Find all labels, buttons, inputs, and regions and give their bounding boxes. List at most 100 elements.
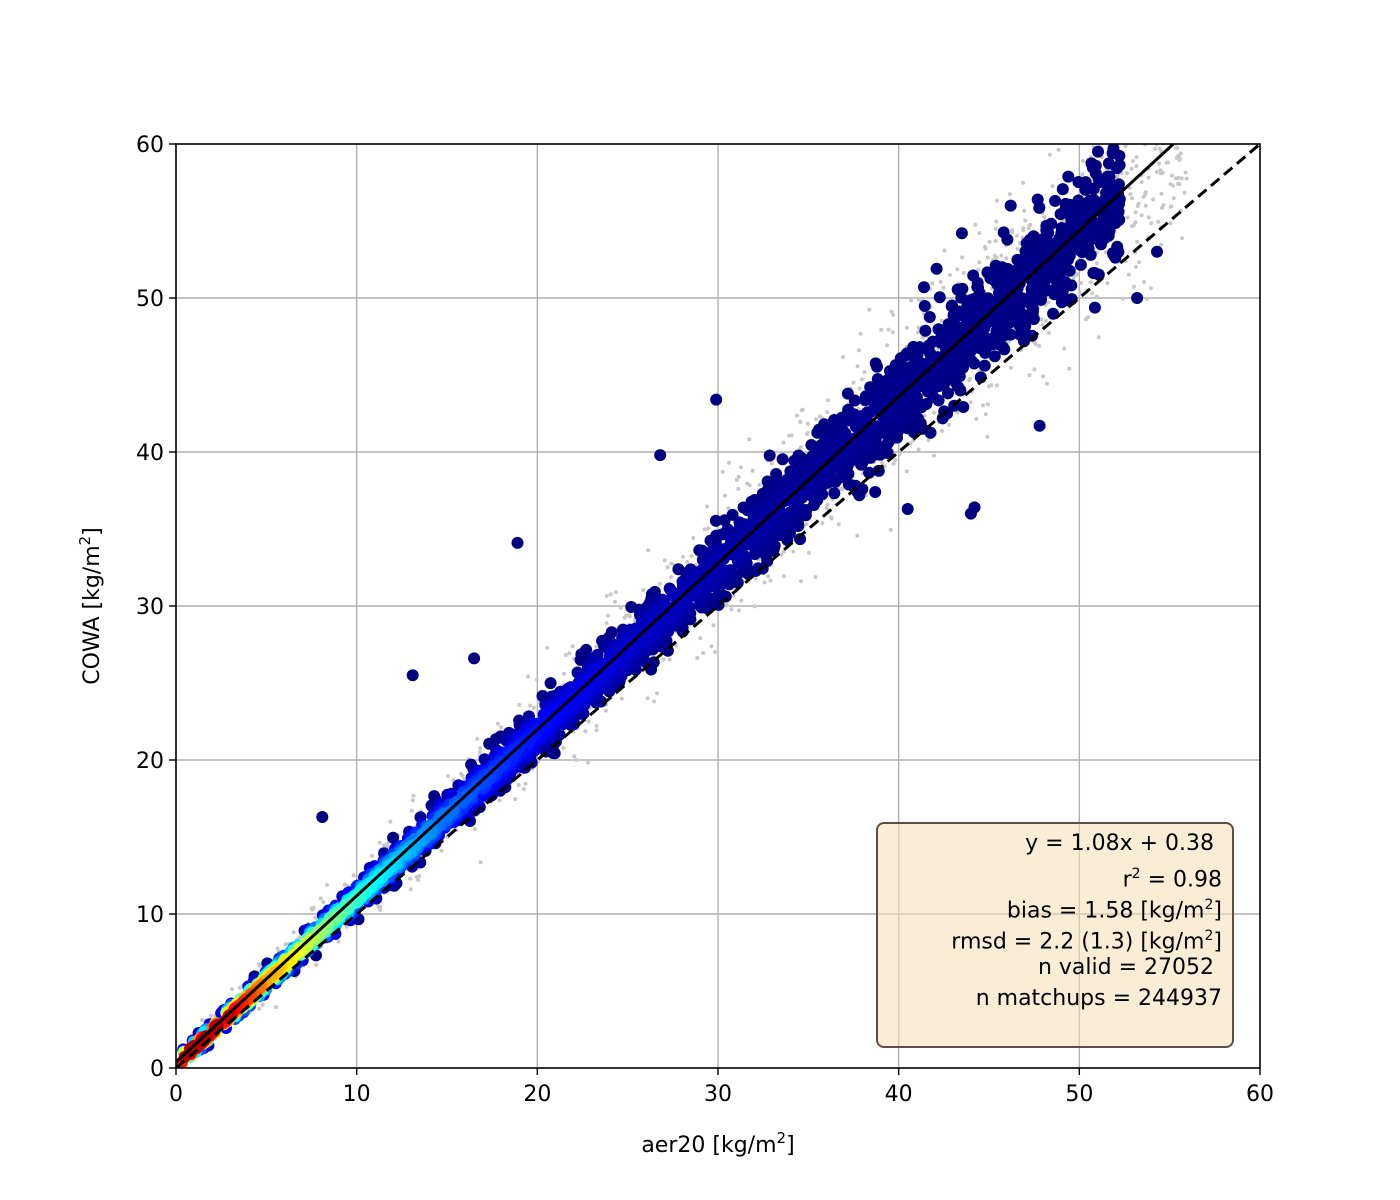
background-point — [946, 422, 951, 427]
y-tick-label: 40 — [136, 441, 164, 466]
background-point — [1130, 196, 1134, 201]
background-point — [1075, 272, 1080, 277]
background-point — [669, 575, 674, 580]
background-point — [986, 384, 991, 389]
n-valid: n valid = 27052 — [1037, 955, 1214, 980]
background-point — [1096, 131, 1100, 135]
background-point — [983, 412, 988, 417]
background-point — [800, 407, 805, 412]
outlier-point — [316, 811, 329, 823]
data-point — [387, 831, 400, 844]
background-point — [941, 285, 946, 290]
background-point — [794, 413, 799, 418]
background-point — [257, 963, 262, 968]
background-point — [652, 699, 656, 704]
background-point — [1133, 210, 1138, 215]
x-tick-label: 20 — [523, 1082, 551, 1107]
background-point — [916, 447, 921, 452]
outlier-point — [918, 281, 930, 294]
background-point — [604, 593, 609, 598]
background-point — [955, 410, 960, 415]
background-point — [274, 1005, 278, 1010]
background-point — [841, 355, 845, 359]
background-point — [409, 808, 414, 813]
background-point — [1125, 171, 1129, 176]
background-point — [1008, 365, 1013, 370]
background-point — [939, 429, 944, 433]
background-point — [862, 370, 867, 375]
data-point — [919, 324, 932, 337]
background-point — [1086, 116, 1090, 120]
y-axis-label: COWA [kg/m2] — [76, 527, 105, 685]
background-point — [691, 536, 696, 540]
data-point — [425, 823, 438, 836]
background-point — [1050, 184, 1055, 189]
background-point — [712, 650, 717, 654]
background-point — [574, 758, 579, 762]
stats-box: y = 1.08x + 0.38 r2 = 0.98 bias = 1.58 [… — [876, 822, 1234, 1048]
background-point — [1180, 236, 1184, 241]
background-point — [1151, 197, 1156, 202]
background-point — [904, 469, 909, 474]
background-point — [1056, 147, 1061, 152]
background-point — [1080, 123, 1084, 127]
background-point — [291, 930, 296, 935]
background-point — [917, 297, 921, 302]
background-point — [1178, 114, 1182, 118]
background-point — [1131, 159, 1136, 163]
background-point — [1137, 260, 1142, 265]
background-point — [477, 750, 482, 755]
background-point — [1043, 319, 1048, 323]
background-point — [1079, 102, 1083, 106]
background-point — [890, 330, 895, 335]
background-point — [685, 559, 690, 564]
background-point — [698, 636, 703, 641]
n-matchups: n matchups = 244937 — [975, 986, 1222, 1011]
background-point — [858, 331, 863, 336]
background-point — [662, 558, 667, 563]
data-point — [842, 478, 855, 491]
background-point — [1042, 215, 1047, 220]
background-point — [1176, 175, 1181, 180]
background-point — [318, 896, 323, 901]
background-point — [1146, 175, 1151, 180]
background-point — [973, 222, 978, 227]
background-point — [976, 267, 981, 272]
background-point — [1026, 226, 1031, 231]
background-point — [1022, 208, 1027, 213]
background-point — [310, 907, 315, 912]
background-point — [1039, 317, 1044, 322]
data-point — [574, 653, 587, 666]
background-point — [757, 482, 762, 487]
background-point — [382, 843, 386, 848]
background-point — [985, 402, 990, 407]
background-point — [1006, 339, 1011, 344]
background-point — [779, 552, 784, 557]
y-tick-label: 50 — [136, 287, 164, 312]
background-point — [655, 691, 659, 696]
background-point — [994, 219, 999, 224]
data-point — [1092, 145, 1104, 158]
background-point — [1146, 215, 1151, 220]
background-point — [1148, 102, 1152, 106]
outlier-point — [406, 669, 419, 682]
background-point — [1174, 127, 1178, 131]
background-point — [1134, 164, 1139, 169]
background-point — [1176, 117, 1180, 121]
background-point — [622, 615, 627, 620]
data-point — [1087, 267, 1100, 279]
background-point — [641, 588, 646, 592]
background-point — [517, 702, 522, 707]
background-point — [932, 453, 937, 458]
background-point — [275, 946, 280, 951]
background-point — [689, 554, 694, 558]
background-point — [572, 754, 577, 759]
background-point — [439, 848, 444, 853]
background-point — [1142, 280, 1147, 284]
background-point — [1169, 204, 1174, 209]
background-point — [260, 1002, 265, 1007]
background-point — [967, 378, 972, 383]
density-points — [176, 144, 1163, 1068]
background-point — [1166, 97, 1170, 101]
